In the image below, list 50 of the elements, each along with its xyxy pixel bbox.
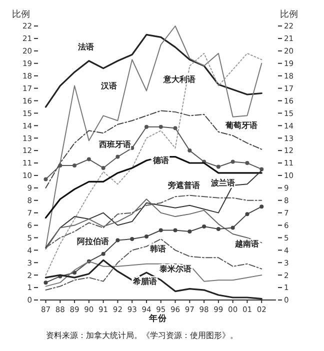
point bbox=[216, 227, 220, 232]
y-axis-title: 比例 bbox=[12, 9, 30, 20]
point bbox=[130, 236, 134, 241]
point bbox=[245, 161, 250, 165]
series-label: 波兰语 bbox=[210, 178, 235, 188]
point bbox=[230, 226, 235, 230]
point bbox=[173, 126, 178, 130]
point bbox=[116, 154, 120, 159]
series-label: 意大利语 bbox=[162, 75, 196, 84]
series-label: 西班牙语 bbox=[98, 140, 131, 149]
point bbox=[101, 252, 106, 256]
line-series bbox=[44, 156, 262, 219]
series-label: 泰米尔语 bbox=[158, 264, 192, 274]
point bbox=[245, 212, 250, 216]
series-label: 旁遮普语 bbox=[166, 180, 200, 190]
point bbox=[230, 160, 235, 164]
series-label: 越南语 bbox=[234, 239, 260, 248]
series-label: 阿拉伯语 bbox=[77, 236, 110, 246]
point bbox=[158, 228, 163, 232]
point bbox=[44, 280, 48, 285]
point bbox=[260, 204, 264, 209]
text: 资料来源：加拿大统计局。《学习资源：使用图形》。 bbox=[46, 331, 238, 340]
point bbox=[216, 164, 220, 169]
series-label: 法语 bbox=[77, 42, 94, 52]
point bbox=[188, 148, 192, 153]
point bbox=[144, 234, 148, 238]
point bbox=[144, 124, 148, 129]
point bbox=[44, 177, 48, 182]
point bbox=[116, 238, 120, 242]
series-label: 希腊语 bbox=[132, 276, 158, 286]
point bbox=[72, 163, 77, 168]
series-label: 葡萄牙语 bbox=[224, 121, 258, 130]
line-series bbox=[45, 260, 262, 287]
series-label: 汉语 bbox=[100, 81, 118, 90]
point bbox=[58, 163, 62, 168]
line-series bbox=[44, 259, 262, 300]
point bbox=[173, 228, 178, 232]
point bbox=[202, 224, 206, 229]
line-series bbox=[44, 34, 262, 108]
point bbox=[188, 230, 192, 234]
series-label: 韩语 bbox=[149, 244, 166, 254]
line-series bbox=[45, 52, 262, 276]
point bbox=[101, 166, 106, 170]
point bbox=[86, 157, 91, 162]
series-label: 德语 bbox=[152, 156, 169, 165]
x-axis-title: 年份 bbox=[148, 313, 168, 324]
y2-axis-title: 比例 bbox=[280, 9, 298, 20]
point bbox=[158, 124, 163, 129]
line-series bbox=[45, 238, 262, 291]
line-series bbox=[45, 110, 262, 188]
